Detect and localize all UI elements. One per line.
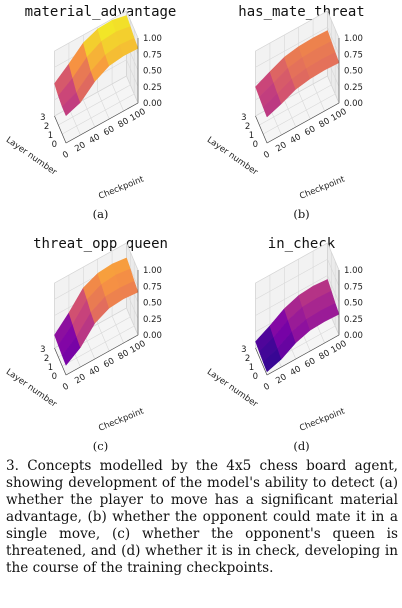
- y-tick-label: 0: [253, 140, 258, 150]
- y-tick-label: 3: [40, 113, 45, 123]
- x-tick-label: 80: [116, 348, 130, 362]
- x-axis-label: Checkpoint: [97, 174, 146, 201]
- z-tick-label: 0.75: [344, 282, 363, 292]
- chart-title: material_advantage: [24, 4, 177, 20]
- subfigure-label: (a): [92, 207, 109, 221]
- z-tick-label: 1.00: [344, 34, 363, 44]
- y-tick-label: 3: [40, 345, 45, 355]
- chart-title: has_mate_threat: [238, 4, 365, 20]
- x-tick-label: 20: [73, 140, 87, 154]
- y-tick-label: 1: [48, 131, 53, 141]
- x-axis-line: [65, 102, 139, 144]
- x-tick-label: 20: [274, 372, 288, 386]
- x-tick-label: 40: [289, 364, 303, 378]
- surface-patch: [119, 37, 139, 57]
- y-axis-label: Layer number: [205, 135, 260, 178]
- z-tick-label: 0.50: [344, 67, 363, 77]
- z-tick-label: 0.75: [143, 282, 162, 292]
- x-tick-label: 60: [303, 124, 317, 138]
- x-axis-label: Checkpoint: [97, 406, 146, 433]
- surface-plot: 0.000.250.500.751.000204060801000123Chec…: [4, 242, 162, 434]
- x-tick-label: 0: [262, 382, 272, 393]
- surface-patch: [320, 303, 340, 322]
- subfigure-label: (c): [92, 439, 109, 453]
- figure-caption: 3. Concepts modelled by the 4x5 chess bo…: [6, 458, 398, 576]
- x-tick-label: 100: [329, 339, 348, 356]
- z-tick-label: 0.25: [143, 83, 162, 93]
- z-tick-label: 0.25: [344, 315, 363, 325]
- chart-title: threat_opp_queen: [33, 236, 168, 252]
- z-tick-label: 0.50: [143, 299, 162, 309]
- y-tick-label: 0: [253, 372, 258, 382]
- x-tick-label: 40: [289, 132, 303, 146]
- z-tick-label: 0.75: [344, 50, 363, 60]
- y-tick-label: 3: [241, 113, 246, 123]
- x-tick-label: 40: [88, 364, 102, 378]
- z-tick-label: 0.75: [143, 50, 162, 60]
- x-tick-label: 80: [317, 348, 331, 362]
- x-tick-label: 0: [61, 150, 71, 161]
- panel-d: in_check 0.00 0.25 0.50 0.75 1.00 0 20 40 60 80 10…: [201, 232, 402, 462]
- x-tick-label: 80: [317, 116, 331, 130]
- z-tick-label: 0.00: [344, 331, 363, 341]
- x-axis-label: Checkpoint: [298, 174, 347, 201]
- y-tick-label: 2: [44, 354, 49, 364]
- x-tick-label: 60: [102, 124, 116, 138]
- x-tick-label: 0: [262, 150, 272, 161]
- x-tick-label: 20: [73, 372, 87, 386]
- x-tick-label: 100: [329, 107, 348, 124]
- x-axis-line: [266, 102, 340, 144]
- z-tick-label: 0.50: [143, 67, 162, 77]
- y-tick-label: 0: [52, 372, 57, 382]
- y-tick-label: 2: [245, 354, 250, 364]
- y-axis-label: Layer number: [205, 367, 260, 410]
- y-axis-line: [255, 347, 268, 376]
- x-tick-label: 0: [61, 382, 71, 393]
- y-tick-label: 2: [44, 122, 49, 132]
- y-axis-label: Layer number: [4, 367, 59, 410]
- x-tick-label: 20: [274, 140, 288, 154]
- z-tick-label: 1.00: [143, 266, 162, 276]
- y-axis-label: Layer number: [4, 135, 59, 178]
- surface-patch: [320, 52, 340, 71]
- x-axis-line: [65, 334, 139, 376]
- x-tick-label: 60: [303, 356, 317, 370]
- y-tick-label: 1: [48, 363, 53, 373]
- x-tick-label: 60: [102, 356, 116, 370]
- z-tick-label: 0.00: [143, 331, 162, 341]
- y-tick-label: 0: [52, 140, 57, 150]
- panel-a: material_advantage 0.00 0.25 0.50 0.75 1.00 0…: [0, 0, 201, 230]
- z-tick-label: 0.00: [143, 99, 162, 109]
- x-axis-label: Checkpoint: [298, 406, 347, 433]
- x-tick-label: 40: [88, 132, 102, 146]
- z-tick-label: 0.25: [143, 315, 162, 325]
- panel-c: threat_opp_queen 0.00 0.25 0.50 0.75 1.00 0 20…: [0, 232, 201, 462]
- x-tick-label: 100: [128, 339, 147, 356]
- x-tick-label: 80: [116, 116, 130, 130]
- z-tick-label: 0.00: [344, 99, 363, 109]
- gridline: [263, 29, 336, 135]
- subfigure-label: (d): [293, 439, 310, 453]
- y-tick-label: 3: [241, 345, 246, 355]
- x-tick-label: 100: [128, 107, 147, 124]
- surface-plot: 0.000.250.500.751.000204060801000123Chec…: [205, 10, 363, 202]
- z-tick-label: 0.50: [344, 299, 363, 309]
- y-axis-line: [255, 115, 268, 144]
- y-axis-line: [54, 347, 67, 376]
- subfigure-label: (b): [293, 207, 310, 221]
- y-axis-line: [54, 115, 67, 144]
- panel-b: has_mate_threat 0.00 0.25 0.50 0.75 1.00 0 20 4…: [201, 0, 402, 230]
- surface-plot: 0.000.250.500.751.000204060801000123Chec…: [205, 242, 363, 434]
- surface-plot: 0.000.250.500.751.000204060801000123Chec…: [4, 10, 162, 202]
- x-axis-line: [266, 334, 340, 376]
- z-tick-label: 1.00: [143, 34, 162, 44]
- surface-patch: [119, 280, 139, 300]
- y-tick-label: 1: [249, 131, 254, 141]
- y-tick-label: 1: [249, 363, 254, 373]
- gridline: [62, 29, 135, 135]
- y-tick-label: 2: [245, 122, 250, 132]
- z-tick-label: 0.25: [344, 83, 363, 93]
- z-tick-label: 1.00: [344, 266, 363, 276]
